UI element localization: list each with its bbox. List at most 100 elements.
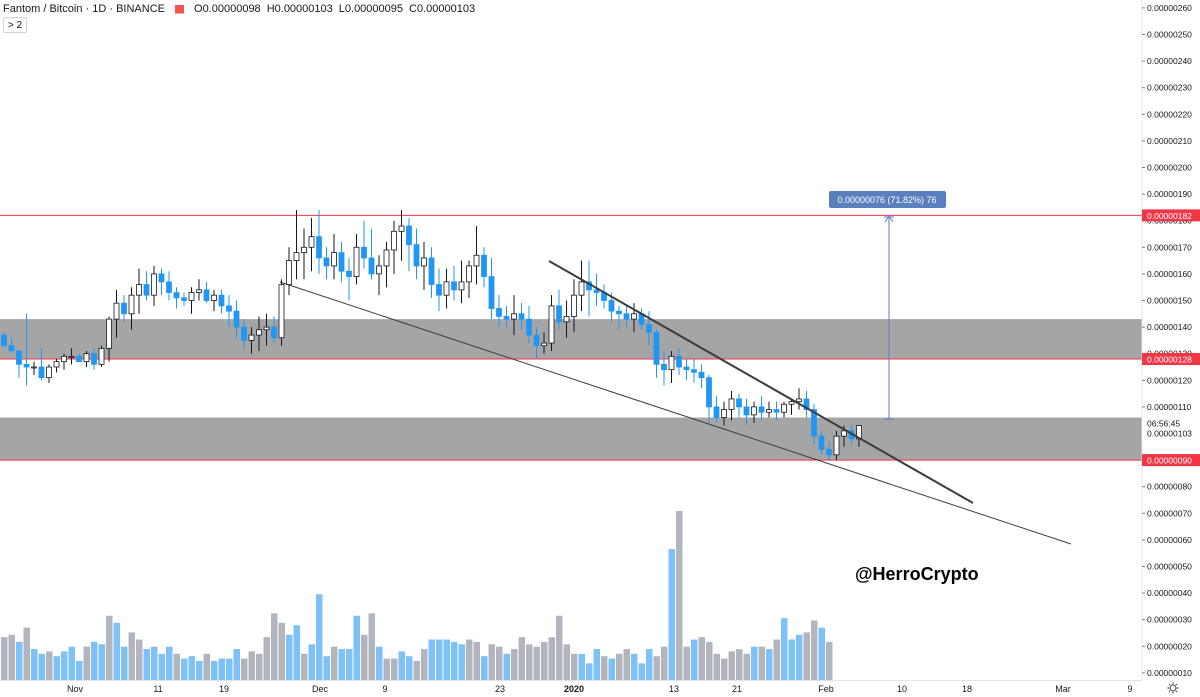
flag-icon[interactable] <box>175 4 184 14</box>
candle[interactable] <box>728 390 735 421</box>
candle[interactable] <box>23 313 30 386</box>
price-range-measure[interactable]: 0.00000076 (71.82%) 76 <box>829 191 946 420</box>
candle[interactable] <box>83 351 90 367</box>
candle[interactable] <box>751 401 757 423</box>
time-axis[interactable]: Nov 11 19 Dec 9 23 2020 13 21 Feb 10 18 Mar 9 <box>0 680 1200 697</box>
candle[interactable] <box>331 234 337 280</box>
candle[interactable] <box>811 404 817 445</box>
candle[interactable] <box>278 279 285 346</box>
candle[interactable] <box>518 303 525 330</box>
candle[interactable] <box>196 279 202 301</box>
candle[interactable] <box>91 348 97 370</box>
candle[interactable] <box>368 228 375 280</box>
price-zone[interactable] <box>0 417 1142 461</box>
candle[interactable] <box>361 220 367 269</box>
candle[interactable] <box>68 348 75 365</box>
candle[interactable] <box>473 226 480 285</box>
candle[interactable] <box>646 311 652 346</box>
candle[interactable] <box>691 359 697 383</box>
price-zone[interactable] <box>0 319 1142 360</box>
candle[interactable] <box>788 398 795 415</box>
candle[interactable] <box>526 305 532 344</box>
candle[interactable] <box>743 398 750 426</box>
candle[interactable] <box>113 289 120 338</box>
candle[interactable] <box>436 268 442 312</box>
candle[interactable] <box>128 287 135 330</box>
candle[interactable] <box>593 273 600 306</box>
candle[interactable] <box>256 316 262 352</box>
candle[interactable] <box>241 319 247 349</box>
candle[interactable] <box>143 271 150 301</box>
upper-trendline[interactable] <box>548 260 974 504</box>
candle[interactable] <box>233 300 240 338</box>
candle[interactable] <box>31 361 37 375</box>
candle[interactable] <box>758 396 765 421</box>
candle[interactable] <box>556 289 562 330</box>
candle[interactable] <box>316 210 322 274</box>
candle[interactable] <box>721 401 727 426</box>
candle[interactable] <box>653 329 660 378</box>
candle[interactable] <box>271 316 277 344</box>
candle[interactable] <box>151 265 157 306</box>
candle[interactable] <box>98 345 105 367</box>
candle[interactable] <box>398 210 405 261</box>
candle[interactable] <box>16 350 22 378</box>
candle[interactable] <box>106 316 112 362</box>
indicator-toggle-button[interactable]: > 2 <box>3 17 27 33</box>
candle[interactable] <box>706 374 712 423</box>
candle[interactable] <box>548 295 555 352</box>
candle[interactable] <box>503 305 510 328</box>
candle[interactable] <box>668 351 675 383</box>
candle[interactable] <box>683 359 690 381</box>
candle[interactable] <box>346 257 352 301</box>
candle[interactable] <box>353 234 360 285</box>
candle[interactable] <box>623 305 630 328</box>
candle[interactable] <box>76 353 82 363</box>
candle[interactable] <box>736 393 742 418</box>
candle[interactable] <box>826 441 832 461</box>
candlesticks[interactable] <box>1 210 862 461</box>
candle[interactable] <box>586 260 592 317</box>
candle[interactable] <box>263 313 270 346</box>
candle[interactable] <box>833 430 840 461</box>
horizontal-levels[interactable] <box>0 214 1142 461</box>
candle[interactable] <box>301 228 307 280</box>
candle[interactable] <box>676 348 682 375</box>
candle[interactable] <box>533 327 540 360</box>
candle[interactable] <box>383 241 390 288</box>
candle[interactable] <box>698 364 705 389</box>
candle[interactable] <box>53 359 60 373</box>
price-axis[interactable]: 0.00000260 0.00000250 0.00000240 0.00000230… <box>1141 0 1200 680</box>
candle[interactable] <box>773 401 780 421</box>
candle[interactable] <box>121 295 127 322</box>
candle[interactable] <box>443 268 450 309</box>
candle[interactable] <box>631 303 637 333</box>
candle[interactable] <box>406 218 412 272</box>
candle[interactable] <box>451 265 457 301</box>
trend-lines[interactable] <box>279 260 1072 545</box>
candle[interactable] <box>61 353 67 370</box>
lower-trendline[interactable] <box>279 281 1072 545</box>
candle[interactable] <box>376 255 382 296</box>
candle[interactable] <box>286 247 292 296</box>
candle[interactable] <box>46 364 52 383</box>
candle[interactable] <box>488 257 495 320</box>
candle[interactable] <box>166 271 172 301</box>
candle[interactable] <box>158 268 165 296</box>
candle[interactable] <box>413 228 420 280</box>
candle[interactable] <box>293 210 300 280</box>
candle[interactable] <box>661 351 667 386</box>
candle[interactable] <box>8 337 15 352</box>
candle[interactable] <box>428 247 435 298</box>
candle[interactable] <box>218 289 225 314</box>
candle[interactable] <box>308 218 315 272</box>
candle[interactable] <box>458 260 465 304</box>
gear-icon[interactable] <box>1167 682 1179 694</box>
candle[interactable] <box>338 241 345 282</box>
candle[interactable] <box>616 305 622 330</box>
candle[interactable] <box>181 292 187 306</box>
candle[interactable] <box>563 300 570 338</box>
candle[interactable] <box>38 348 45 381</box>
candle[interactable] <box>188 287 195 314</box>
candle[interactable] <box>796 388 802 410</box>
